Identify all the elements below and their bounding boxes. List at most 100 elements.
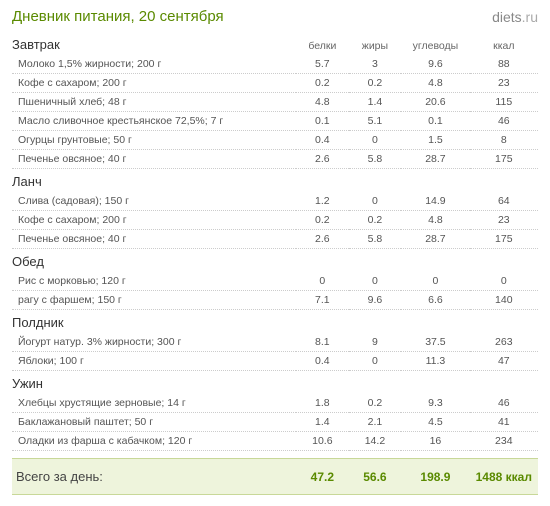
fat-value: 2.1 [349,413,402,432]
food-name: Пшеничный хлеб; 48 г [12,93,296,112]
food-row: Яблоки; 100 г0.4011.347 [12,352,538,371]
food-name: Печенье овсяное; 40 г [12,150,296,169]
fat-value: 1.4 [349,93,402,112]
fat-value: 0 [349,192,402,211]
meal-name: Ужин [12,371,296,395]
protein-value: 7.1 [296,291,349,310]
kcal-value: 263 [470,333,538,352]
food-row: Молоко 1,5% жирности; 200 г5.739.688 [12,55,538,74]
carbs-value: 28.7 [401,150,469,169]
food-name: Рис с морковью; 120 г [12,272,296,291]
food-name: Печенье овсяное; 40 г [12,230,296,249]
food-name: Огурцы грунтовые; 50 г [12,131,296,150]
fat-value: 0 [349,352,402,371]
food-row: Кофе с сахаром; 200 г0.20.24.823 [12,211,538,230]
totals-label: Всего за день: [12,459,296,495]
site-logo: diets.ru [492,9,538,25]
food-name: Масло сливочное крестьянское 72,5%; 7 г [12,112,296,131]
kcal-value: 88 [470,55,538,74]
kcal-value: 46 [470,394,538,413]
kcal-value: 64 [470,192,538,211]
logo-tld: .ru [522,9,538,25]
meal-header: Полдник [12,310,538,334]
logo-name: diets [492,9,522,25]
protein-value: 0.4 [296,131,349,150]
protein-value: 4.8 [296,93,349,112]
fat-value: 14.2 [349,432,402,451]
carbs-value: 14.9 [401,192,469,211]
meal-header: Обед [12,249,538,273]
food-row: Оладки из фарша с кабачком; 120 г10.614.… [12,432,538,451]
meal-name: Завтрак [12,35,296,55]
meal-header: Ланч [12,169,538,193]
protein-value: 0.2 [296,74,349,93]
kcal-value: 115 [470,93,538,112]
column-header-fat: жиры [349,35,402,55]
fat-value: 5.8 [349,150,402,169]
food-name: Молоко 1,5% жирности; 200 г [12,55,296,74]
carbs-value: 37.5 [401,333,469,352]
protein-value: 10.6 [296,432,349,451]
fat-value: 3 [349,55,402,74]
carbs-value: 4.5 [401,413,469,432]
carbs-value: 0.1 [401,112,469,131]
meal-name: Обед [12,249,296,273]
carbs-value: 11.3 [401,352,469,371]
carbs-value: 9.3 [401,394,469,413]
fat-value: 5.8 [349,230,402,249]
totals-row: Всего за день:47.256.6198.91488 ккал [12,459,538,495]
totals-protein: 47.2 [296,459,349,495]
kcal-value: 46 [470,112,538,131]
kcal-value: 0 [470,272,538,291]
carbs-value: 6.6 [401,291,469,310]
protein-value: 5.7 [296,55,349,74]
column-header-kcal: ккал [470,35,538,55]
protein-value: 0.1 [296,112,349,131]
food-row: Печенье овсяное; 40 г2.65.828.7175 [12,230,538,249]
food-name: Слива (садовая); 150 г [12,192,296,211]
fat-value: 0 [349,272,402,291]
meal-name: Ланч [12,169,296,193]
food-name: рагу с фаршем; 150 г [12,291,296,310]
carbs-value: 0 [401,272,469,291]
food-row: Рис с морковью; 120 г0000 [12,272,538,291]
carbs-value: 9.6 [401,55,469,74]
kcal-value: 23 [470,74,538,93]
food-row: Йогурт натур. 3% жирности; 300 г8.1937.5… [12,333,538,352]
food-row: Слива (садовая); 150 г1.2014.964 [12,192,538,211]
food-row: Хлебцы хрустящие зерновые; 14 г1.80.29.3… [12,394,538,413]
meal-name: Полдник [12,310,296,334]
kcal-value: 41 [470,413,538,432]
carbs-value: 4.8 [401,211,469,230]
food-name: Йогурт натур. 3% жирности; 300 г [12,333,296,352]
fat-value: 5.1 [349,112,402,131]
kcal-value: 47 [470,352,538,371]
food-row: Масло сливочное крестьянское 72,5%; 7 г0… [12,112,538,131]
fat-value: 9 [349,333,402,352]
totals-carbs: 198.9 [401,459,469,495]
totals-kcal: 1488 ккал [470,459,538,495]
carbs-value: 4.8 [401,74,469,93]
fat-value: 0.2 [349,211,402,230]
fat-value: 0.2 [349,394,402,413]
food-name: Оладки из фарша с кабачком; 120 г [12,432,296,451]
carbs-value: 20.6 [401,93,469,112]
fat-value: 0.2 [349,74,402,93]
page-header: Дневник питания, 20 сентября diets.ru [12,8,538,25]
food-row: Баклажановый паштет; 50 г1.42.14.541 [12,413,538,432]
carbs-value: 16 [401,432,469,451]
food-name: Кофе с сахаром; 200 г [12,211,296,230]
protein-value: 0.4 [296,352,349,371]
protein-value: 1.8 [296,394,349,413]
protein-value: 0 [296,272,349,291]
food-name: Хлебцы хрустящие зерновые; 14 г [12,394,296,413]
kcal-value: 234 [470,432,538,451]
protein-value: 1.4 [296,413,349,432]
kcal-value: 23 [470,211,538,230]
column-header-carbs: углеводы [401,35,469,55]
meal-header: Завтракбелкижирыуглеводыккал [12,35,538,55]
food-row: Огурцы грунтовые; 50 г0.401.58 [12,131,538,150]
totals-fat: 56.6 [349,459,402,495]
column-header-protein: белки [296,35,349,55]
carbs-value: 1.5 [401,131,469,150]
